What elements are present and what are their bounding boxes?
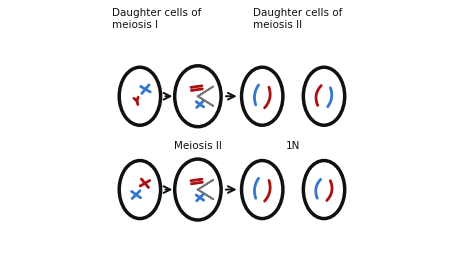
Text: Meiosis II: Meiosis II (174, 141, 222, 151)
Text: Daughter cells of
meiosis I: Daughter cells of meiosis I (112, 8, 201, 30)
Text: 1N: 1N (286, 141, 301, 151)
Text: Daughter cells of
meiosis II: Daughter cells of meiosis II (254, 8, 343, 30)
